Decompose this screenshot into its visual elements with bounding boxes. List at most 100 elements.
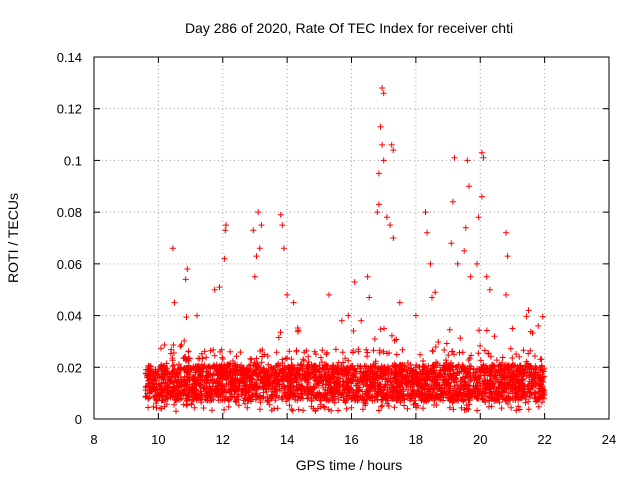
data-point xyxy=(249,376,256,383)
y-tick-label: 0.08 xyxy=(57,205,82,220)
data-point xyxy=(520,347,527,354)
data-point xyxy=(265,372,272,379)
data-point xyxy=(293,366,300,373)
data-point xyxy=(370,347,377,354)
data-point xyxy=(312,384,318,391)
data-point xyxy=(169,369,176,376)
data-point xyxy=(171,383,178,390)
data-point xyxy=(180,388,187,395)
data-point xyxy=(173,408,179,415)
y-tick-label: 0 xyxy=(75,412,82,427)
data-point xyxy=(222,227,229,234)
data-point xyxy=(215,364,222,371)
data-point xyxy=(193,365,200,372)
data-point xyxy=(268,386,274,392)
data-point xyxy=(332,395,338,402)
data-point xyxy=(265,380,272,387)
data-point xyxy=(343,405,350,412)
data-point xyxy=(535,403,542,410)
data-point xyxy=(311,385,317,392)
data-point xyxy=(284,354,291,361)
data-point xyxy=(291,374,298,381)
data-point xyxy=(178,382,185,389)
data-point xyxy=(228,368,235,375)
data-point xyxy=(335,407,342,414)
data-point xyxy=(483,327,490,334)
data-point xyxy=(184,266,191,272)
data-point xyxy=(218,390,225,397)
data-point xyxy=(282,384,289,391)
data-point xyxy=(159,368,166,375)
data-point xyxy=(441,347,448,353)
data-point xyxy=(253,366,260,373)
data-point xyxy=(317,354,324,361)
data-point xyxy=(474,407,481,414)
data-point xyxy=(253,355,260,362)
data-point xyxy=(348,404,355,411)
data-point xyxy=(223,389,230,396)
data-point xyxy=(171,299,178,306)
data-point xyxy=(151,383,158,390)
data-point xyxy=(323,391,330,398)
data-point xyxy=(366,294,373,301)
data-point xyxy=(257,406,263,413)
data-point xyxy=(324,396,331,403)
data-point xyxy=(256,392,263,399)
data-point xyxy=(254,360,261,367)
data-point xyxy=(245,369,252,376)
data-point xyxy=(206,393,213,399)
data-point xyxy=(474,260,480,267)
data-point xyxy=(424,229,431,236)
data-point xyxy=(187,385,194,392)
data-point xyxy=(190,364,197,371)
data-point xyxy=(303,347,310,354)
data-point xyxy=(288,356,295,363)
data-point xyxy=(525,307,532,314)
data-point xyxy=(388,141,395,148)
data-point xyxy=(242,400,249,407)
data-point xyxy=(260,386,267,393)
data-point xyxy=(278,394,285,401)
data-point xyxy=(203,354,210,361)
data-point xyxy=(475,350,482,357)
y-tick-labels: 0 0.02 0.04 0.06 0.08 0.1 0.12 0.14 xyxy=(57,50,82,427)
data-point xyxy=(263,376,270,383)
data-point xyxy=(287,387,294,394)
data-point xyxy=(509,355,516,361)
data-point xyxy=(189,393,195,400)
data-point xyxy=(339,349,346,356)
data-point xyxy=(451,154,458,161)
data-point xyxy=(181,338,188,344)
x-tick-label: 18 xyxy=(409,432,423,447)
data-point xyxy=(323,361,329,368)
data-point xyxy=(225,381,232,388)
data-point xyxy=(508,404,515,411)
data-point xyxy=(175,361,182,368)
data-point xyxy=(256,245,263,252)
data-point xyxy=(225,397,232,404)
data-point xyxy=(301,387,308,394)
data-point xyxy=(513,351,520,358)
data-point xyxy=(185,348,192,355)
data-point xyxy=(213,379,220,385)
data-point xyxy=(226,372,232,379)
data-point xyxy=(164,395,171,402)
data-point xyxy=(294,328,301,335)
data-point xyxy=(429,347,436,354)
data-point xyxy=(478,193,485,200)
data-point xyxy=(287,370,294,377)
data-point xyxy=(391,404,398,411)
data-point xyxy=(253,253,260,260)
data-point xyxy=(223,375,229,382)
data-point xyxy=(159,397,166,404)
data-point xyxy=(248,356,255,363)
data-point xyxy=(316,368,323,375)
data-point xyxy=(247,382,253,389)
data-point xyxy=(305,353,312,360)
data-point xyxy=(206,363,213,370)
data-point xyxy=(491,333,498,340)
data-point xyxy=(197,396,204,403)
data-point xyxy=(201,362,208,369)
data-point xyxy=(191,373,197,380)
data-point xyxy=(300,356,307,363)
